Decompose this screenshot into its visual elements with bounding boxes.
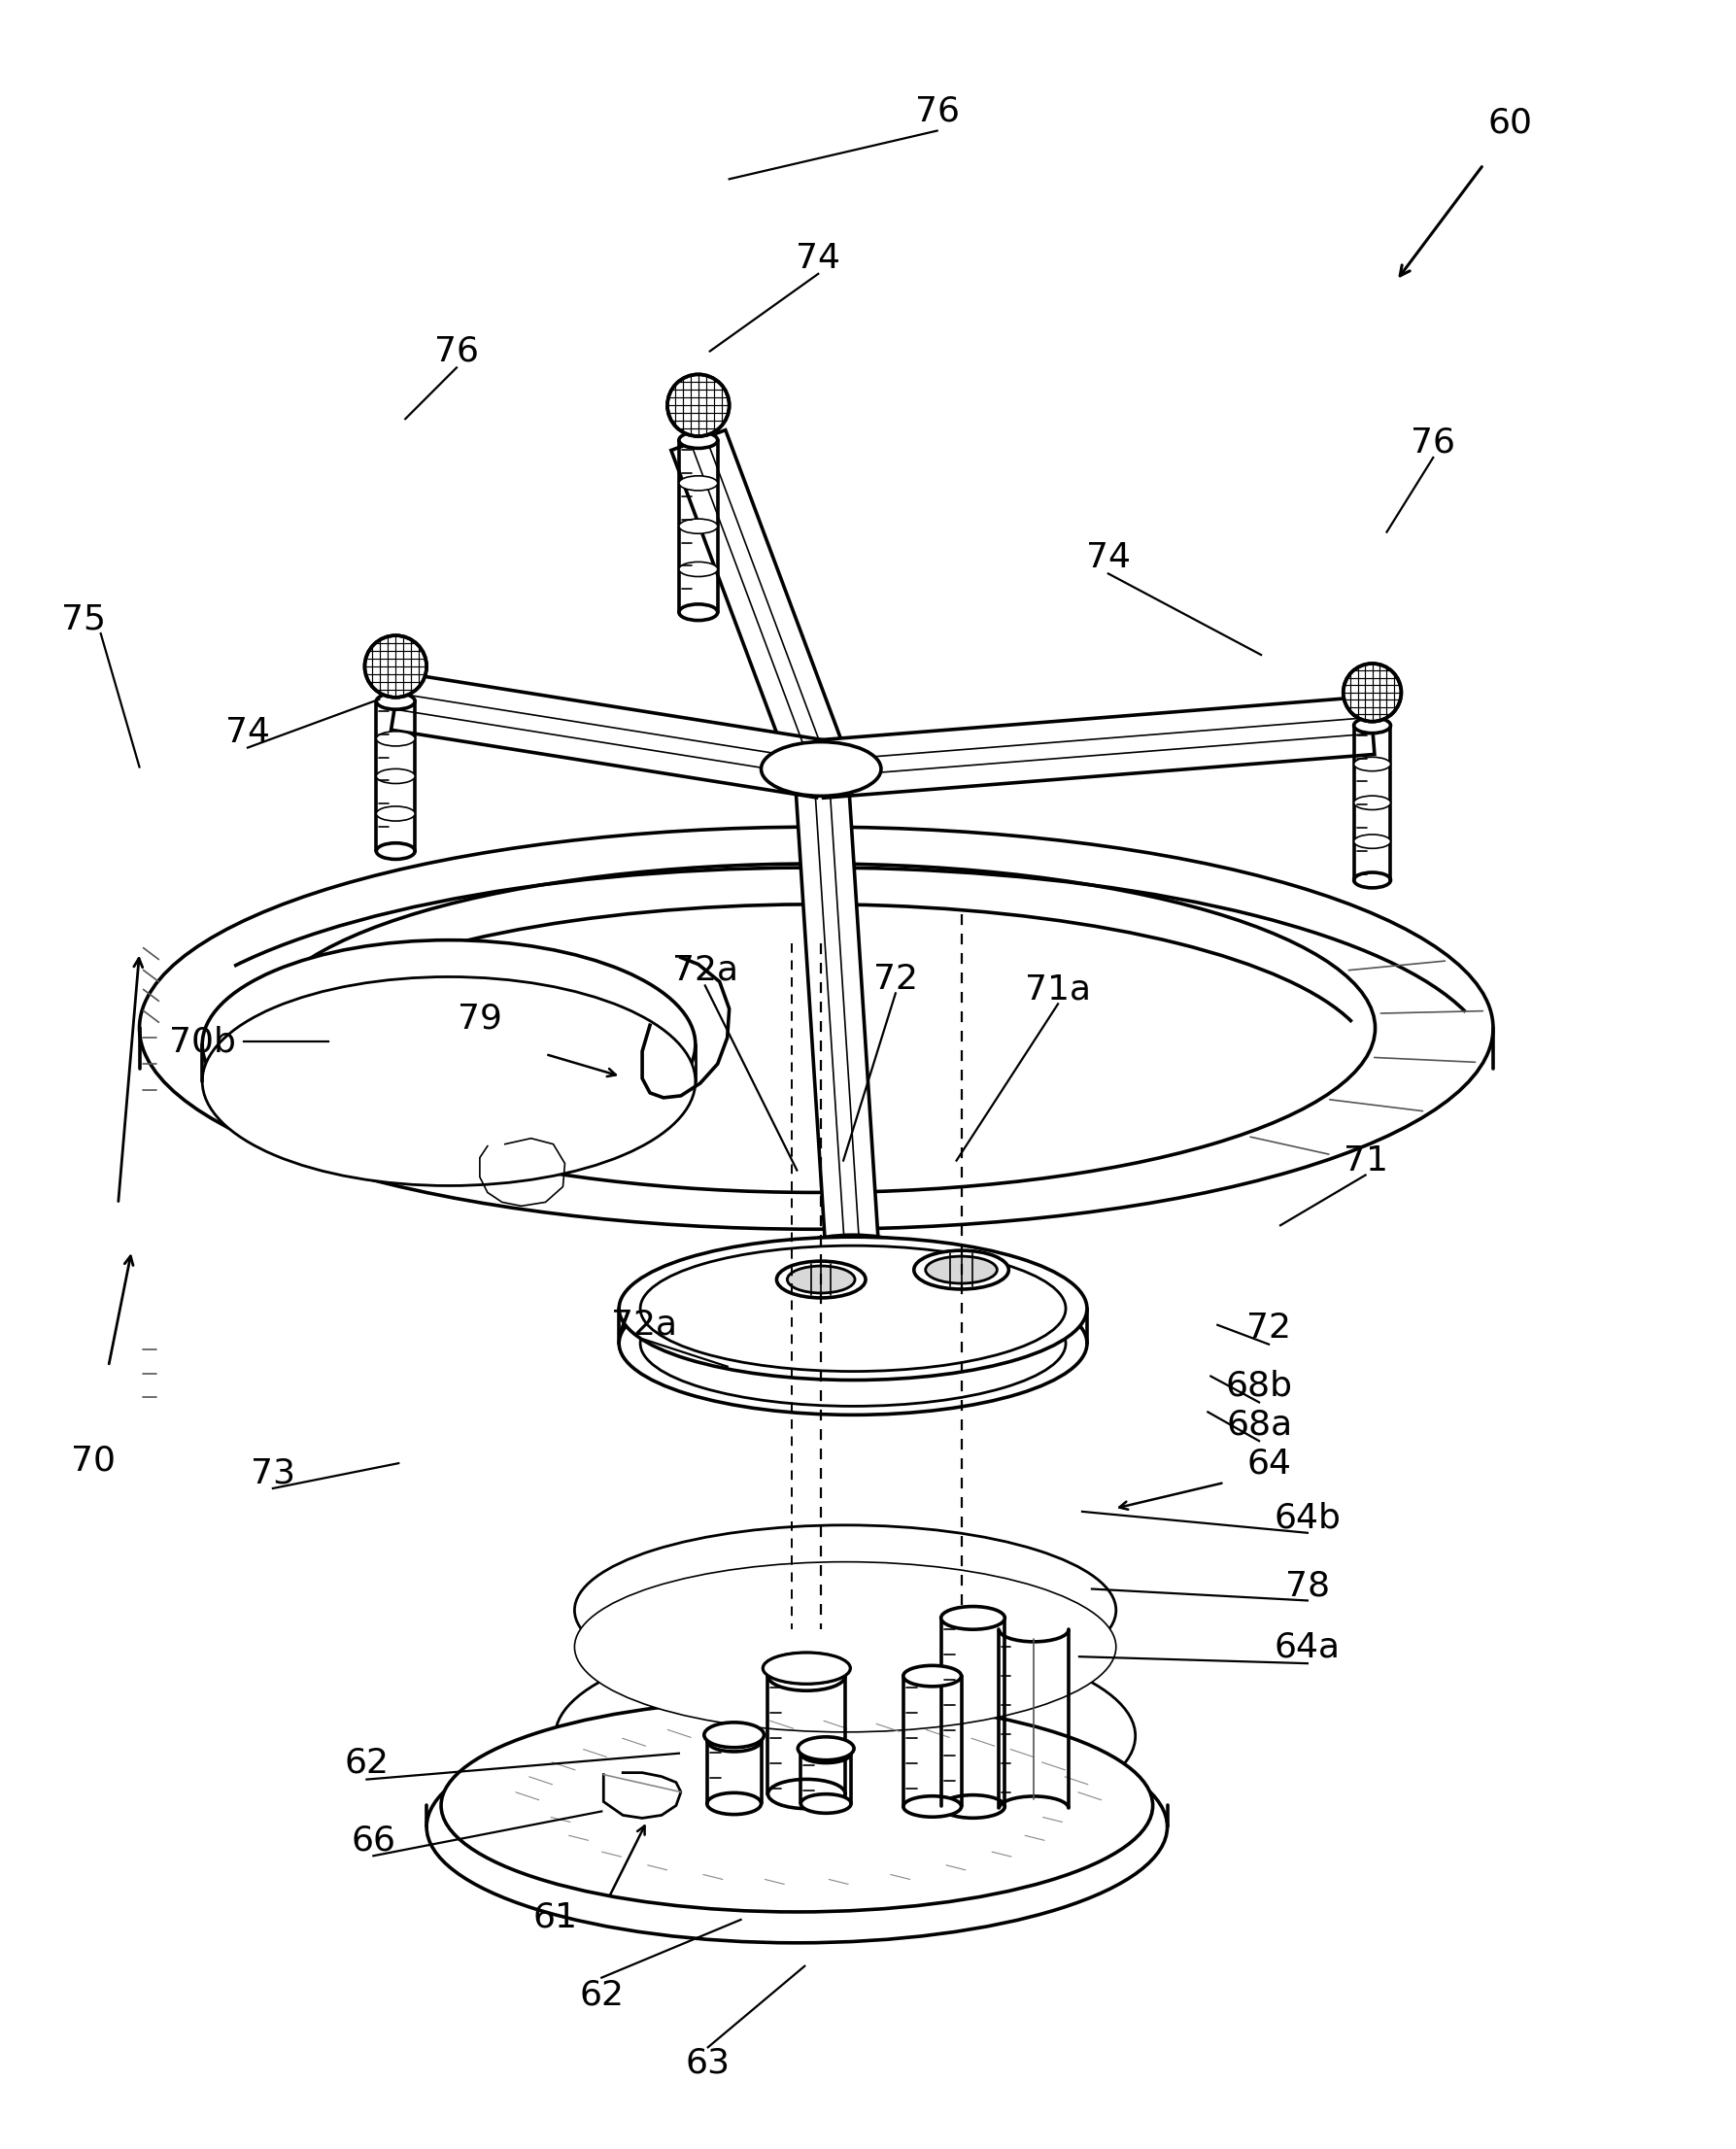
Ellipse shape bbox=[1354, 834, 1391, 849]
Ellipse shape bbox=[377, 694, 415, 709]
Text: 72: 72 bbox=[873, 963, 918, 997]
Polygon shape bbox=[795, 767, 880, 1264]
Ellipse shape bbox=[941, 1607, 1005, 1629]
Ellipse shape bbox=[764, 1653, 851, 1683]
Text: 72a: 72a bbox=[611, 1309, 677, 1341]
Ellipse shape bbox=[1354, 795, 1391, 810]
Text: 68a: 68a bbox=[1226, 1408, 1292, 1442]
Polygon shape bbox=[391, 673, 826, 797]
Ellipse shape bbox=[1354, 718, 1391, 733]
Text: 63: 63 bbox=[686, 2046, 731, 2080]
Text: 76: 76 bbox=[915, 95, 960, 129]
Ellipse shape bbox=[427, 1711, 1167, 1943]
Text: 73: 73 bbox=[250, 1457, 295, 1489]
Ellipse shape bbox=[1354, 756, 1391, 771]
Ellipse shape bbox=[377, 842, 415, 860]
Polygon shape bbox=[819, 696, 1375, 797]
Ellipse shape bbox=[767, 1661, 845, 1691]
Ellipse shape bbox=[575, 1526, 1116, 1696]
Text: 66: 66 bbox=[351, 1825, 396, 1857]
Text: 62: 62 bbox=[344, 1747, 389, 1779]
Ellipse shape bbox=[556, 1635, 1135, 1837]
Text: 72: 72 bbox=[1246, 1311, 1292, 1345]
Ellipse shape bbox=[679, 561, 717, 576]
Ellipse shape bbox=[377, 731, 415, 746]
Text: 70: 70 bbox=[71, 1444, 115, 1476]
Ellipse shape bbox=[707, 1730, 760, 1751]
Text: 70b: 70b bbox=[168, 1025, 236, 1057]
Ellipse shape bbox=[679, 518, 717, 533]
Ellipse shape bbox=[641, 1246, 1066, 1371]
Text: 76: 76 bbox=[434, 335, 479, 367]
Text: 64b: 64b bbox=[1274, 1502, 1340, 1534]
Circle shape bbox=[1344, 664, 1401, 722]
Ellipse shape bbox=[705, 1721, 764, 1747]
Ellipse shape bbox=[620, 1272, 1087, 1414]
Ellipse shape bbox=[377, 769, 415, 784]
Ellipse shape bbox=[781, 1236, 925, 1289]
Text: 76: 76 bbox=[1411, 426, 1455, 458]
Text: 78: 78 bbox=[1285, 1569, 1330, 1603]
Circle shape bbox=[365, 636, 427, 698]
Ellipse shape bbox=[620, 1238, 1087, 1380]
Ellipse shape bbox=[679, 432, 717, 449]
Text: 74: 74 bbox=[226, 716, 271, 748]
Text: 79: 79 bbox=[458, 1001, 502, 1036]
Text: 71a: 71a bbox=[1024, 973, 1090, 1006]
Ellipse shape bbox=[203, 978, 696, 1186]
Circle shape bbox=[667, 374, 729, 436]
Text: 64a: 64a bbox=[1274, 1631, 1340, 1663]
Ellipse shape bbox=[707, 1792, 760, 1814]
Ellipse shape bbox=[776, 1261, 866, 1298]
Ellipse shape bbox=[764, 1653, 851, 1683]
Ellipse shape bbox=[203, 939, 696, 1150]
Ellipse shape bbox=[903, 1665, 962, 1687]
Ellipse shape bbox=[925, 1257, 996, 1283]
Ellipse shape bbox=[377, 806, 415, 821]
Ellipse shape bbox=[679, 475, 717, 490]
Ellipse shape bbox=[441, 1700, 1153, 1913]
Ellipse shape bbox=[903, 1797, 962, 1816]
Text: 74: 74 bbox=[795, 243, 840, 275]
Text: 72a: 72a bbox=[672, 954, 738, 986]
Ellipse shape bbox=[679, 604, 717, 621]
Ellipse shape bbox=[641, 1281, 1066, 1405]
Ellipse shape bbox=[800, 1743, 851, 1762]
Ellipse shape bbox=[139, 827, 1493, 1229]
Ellipse shape bbox=[575, 1562, 1116, 1732]
Text: 68b: 68b bbox=[1226, 1369, 1293, 1403]
Text: 75: 75 bbox=[61, 602, 106, 636]
Text: 62: 62 bbox=[580, 1979, 623, 2011]
Ellipse shape bbox=[767, 1779, 845, 1809]
Ellipse shape bbox=[913, 1251, 1009, 1289]
Ellipse shape bbox=[786, 1266, 854, 1294]
Text: 64: 64 bbox=[1246, 1446, 1292, 1481]
Polygon shape bbox=[672, 430, 849, 780]
Ellipse shape bbox=[257, 864, 1375, 1193]
Text: 61: 61 bbox=[533, 1902, 578, 1934]
Text: 60: 60 bbox=[1488, 107, 1533, 140]
Ellipse shape bbox=[760, 741, 882, 795]
Ellipse shape bbox=[800, 1794, 851, 1814]
Ellipse shape bbox=[1354, 872, 1391, 888]
Text: 74: 74 bbox=[1087, 542, 1130, 574]
Ellipse shape bbox=[799, 1736, 854, 1760]
Ellipse shape bbox=[941, 1794, 1005, 1818]
Text: 71: 71 bbox=[1344, 1143, 1387, 1178]
